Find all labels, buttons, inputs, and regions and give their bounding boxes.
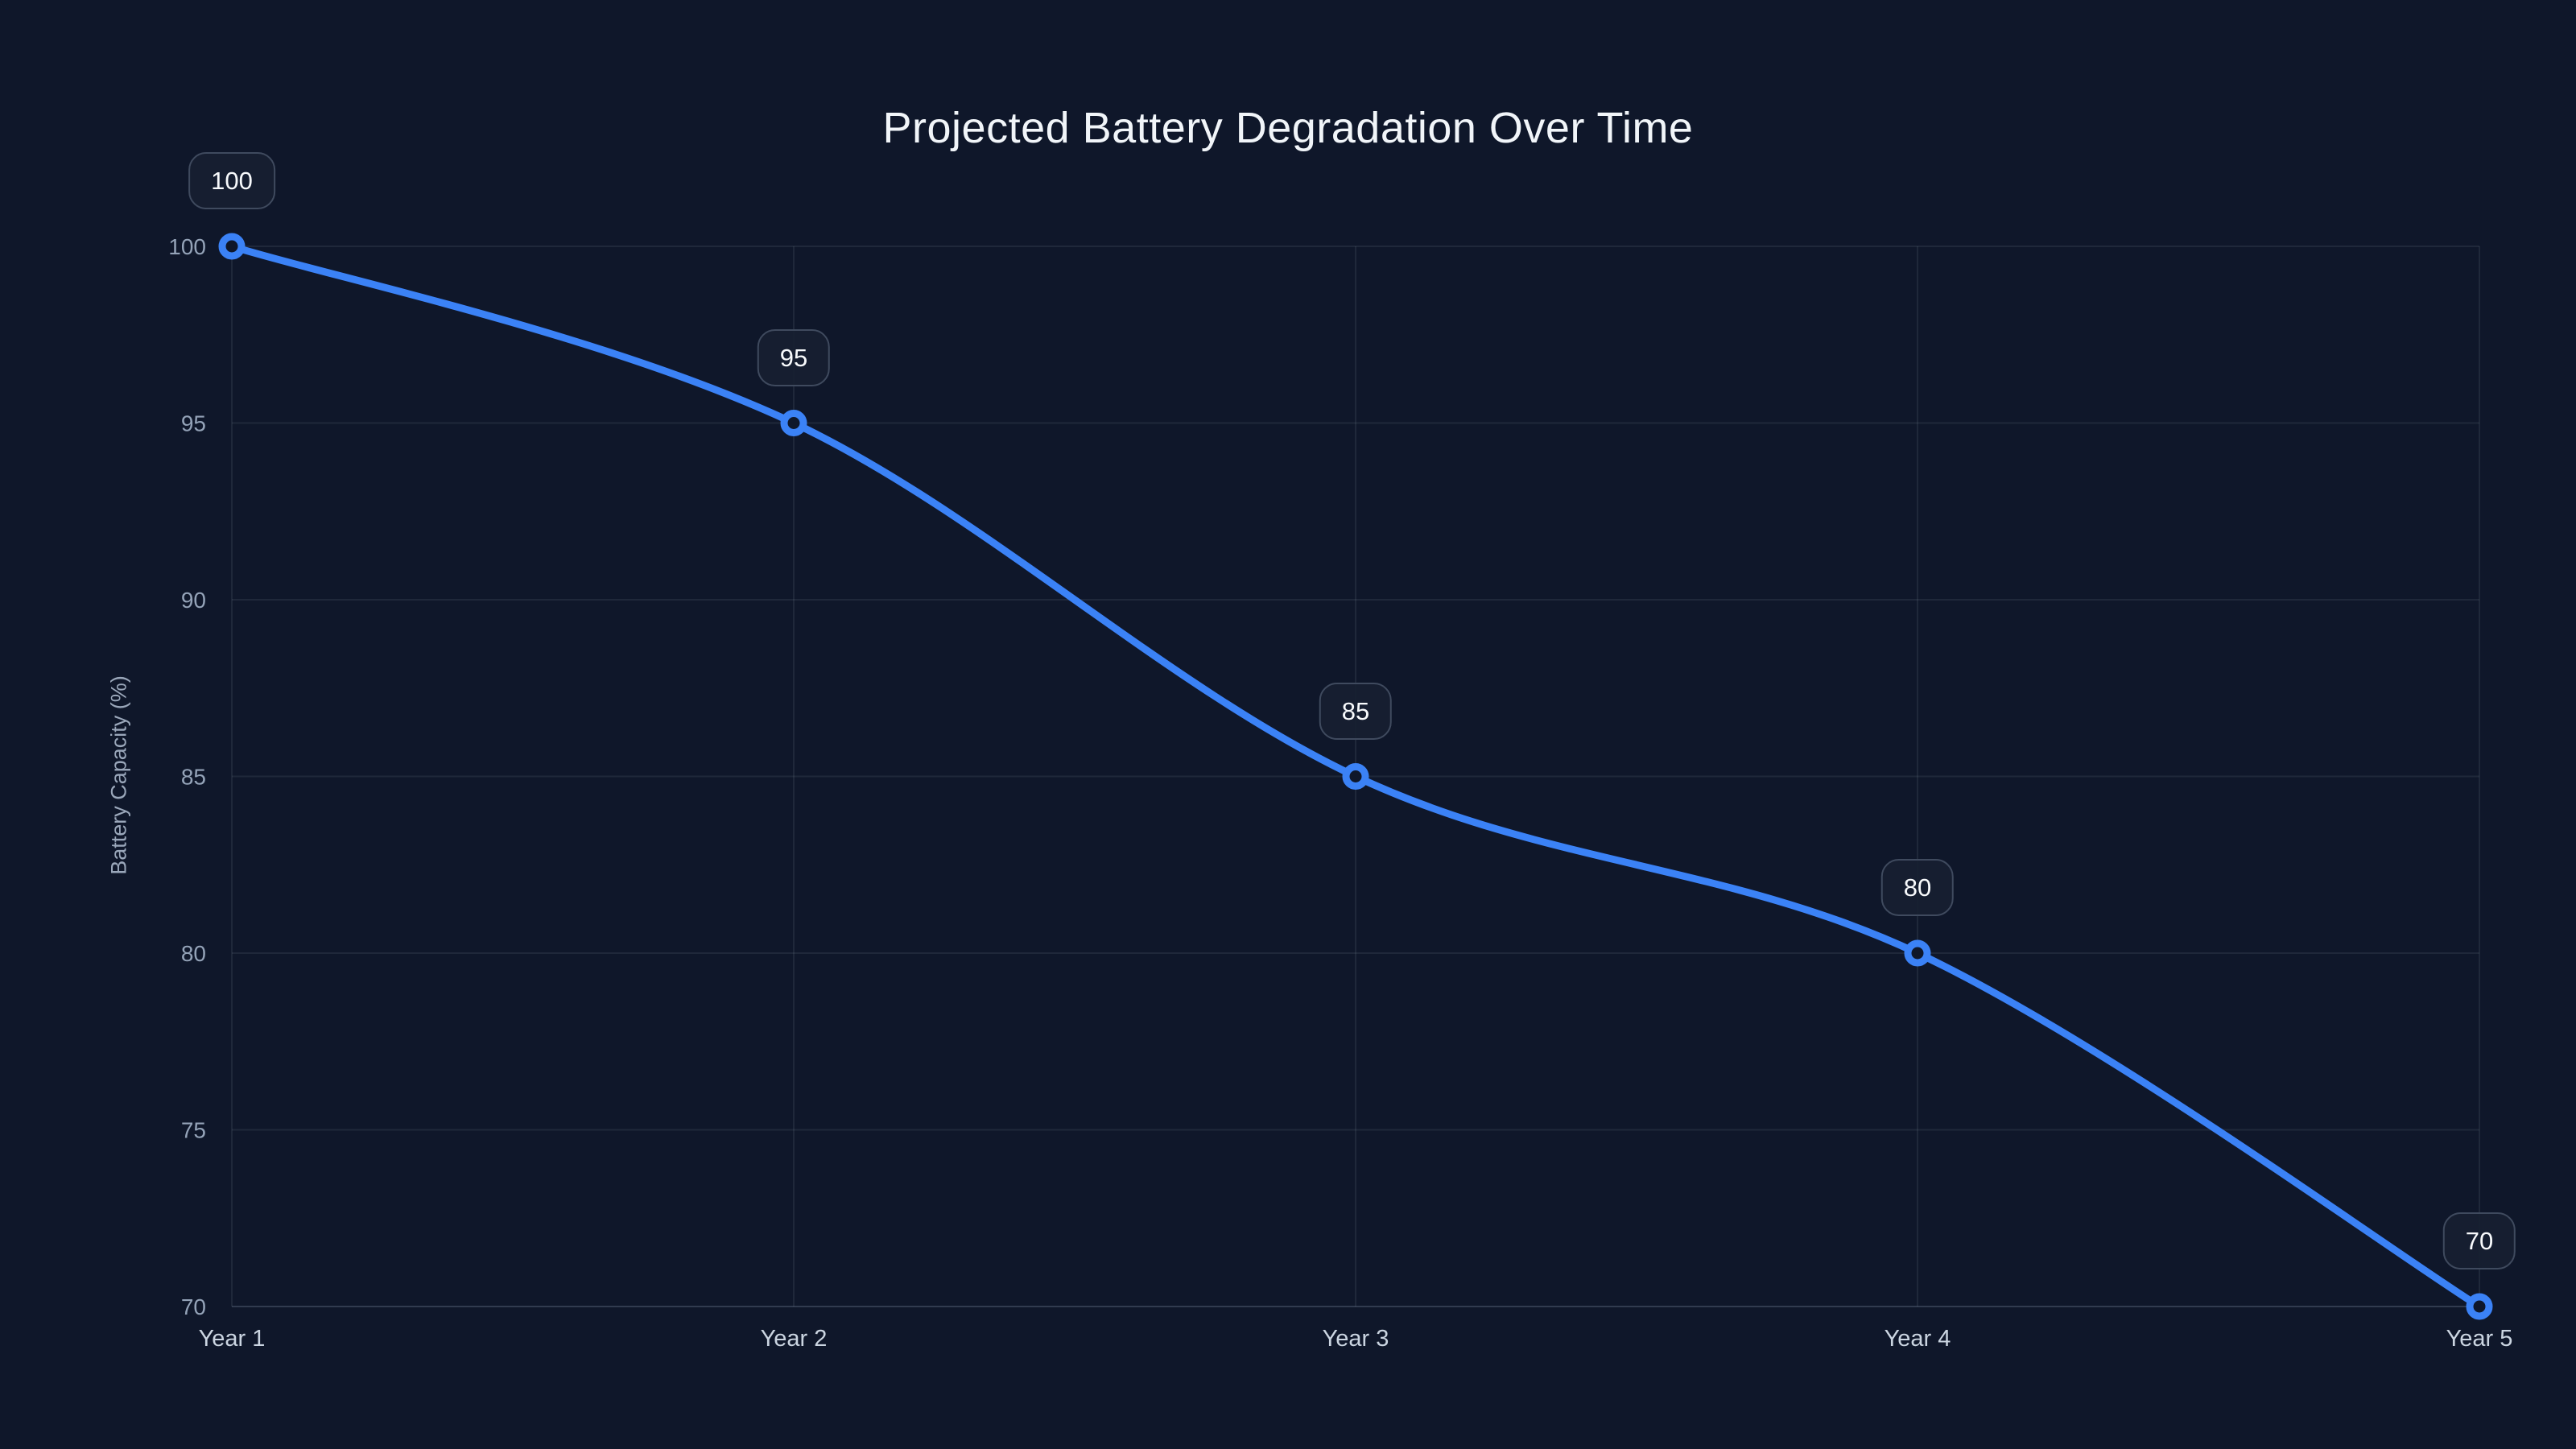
data-point-marker[interactable] [218,233,246,260]
y-tick-label: 85 [181,765,206,790]
y-tick-label: 95 [181,411,206,436]
y-tick-label: 90 [181,588,206,613]
y-tick-label: 100 [168,234,206,259]
data-point-marker[interactable] [1904,939,1931,967]
x-axis-label: Year 2 [761,1326,828,1352]
data-point-marker[interactable] [1342,763,1369,790]
data-point-badge: 85 [1319,682,1393,740]
data-point-marker[interactable] [780,410,807,436]
data-point-badge: 100 [188,152,275,209]
data-point-badge: 80 [1880,859,1955,916]
y-tick-label: 80 [181,941,206,966]
data-point-marker[interactable] [2466,1293,2493,1320]
chart-title: Projected Battery Degradation Over Time [882,104,1694,152]
data-point-badge: 70 [2442,1212,2516,1269]
data-point-badge: 95 [757,328,831,386]
x-axis-label: Year 5 [2446,1326,2513,1352]
y-tick-label: 75 [181,1118,206,1143]
x-axis-label: Year 4 [1885,1326,1951,1352]
x-axis-label: Year 3 [1323,1326,1389,1352]
y-tick-label: 70 [181,1294,206,1319]
x-axis-label: Year 1 [199,1326,266,1352]
